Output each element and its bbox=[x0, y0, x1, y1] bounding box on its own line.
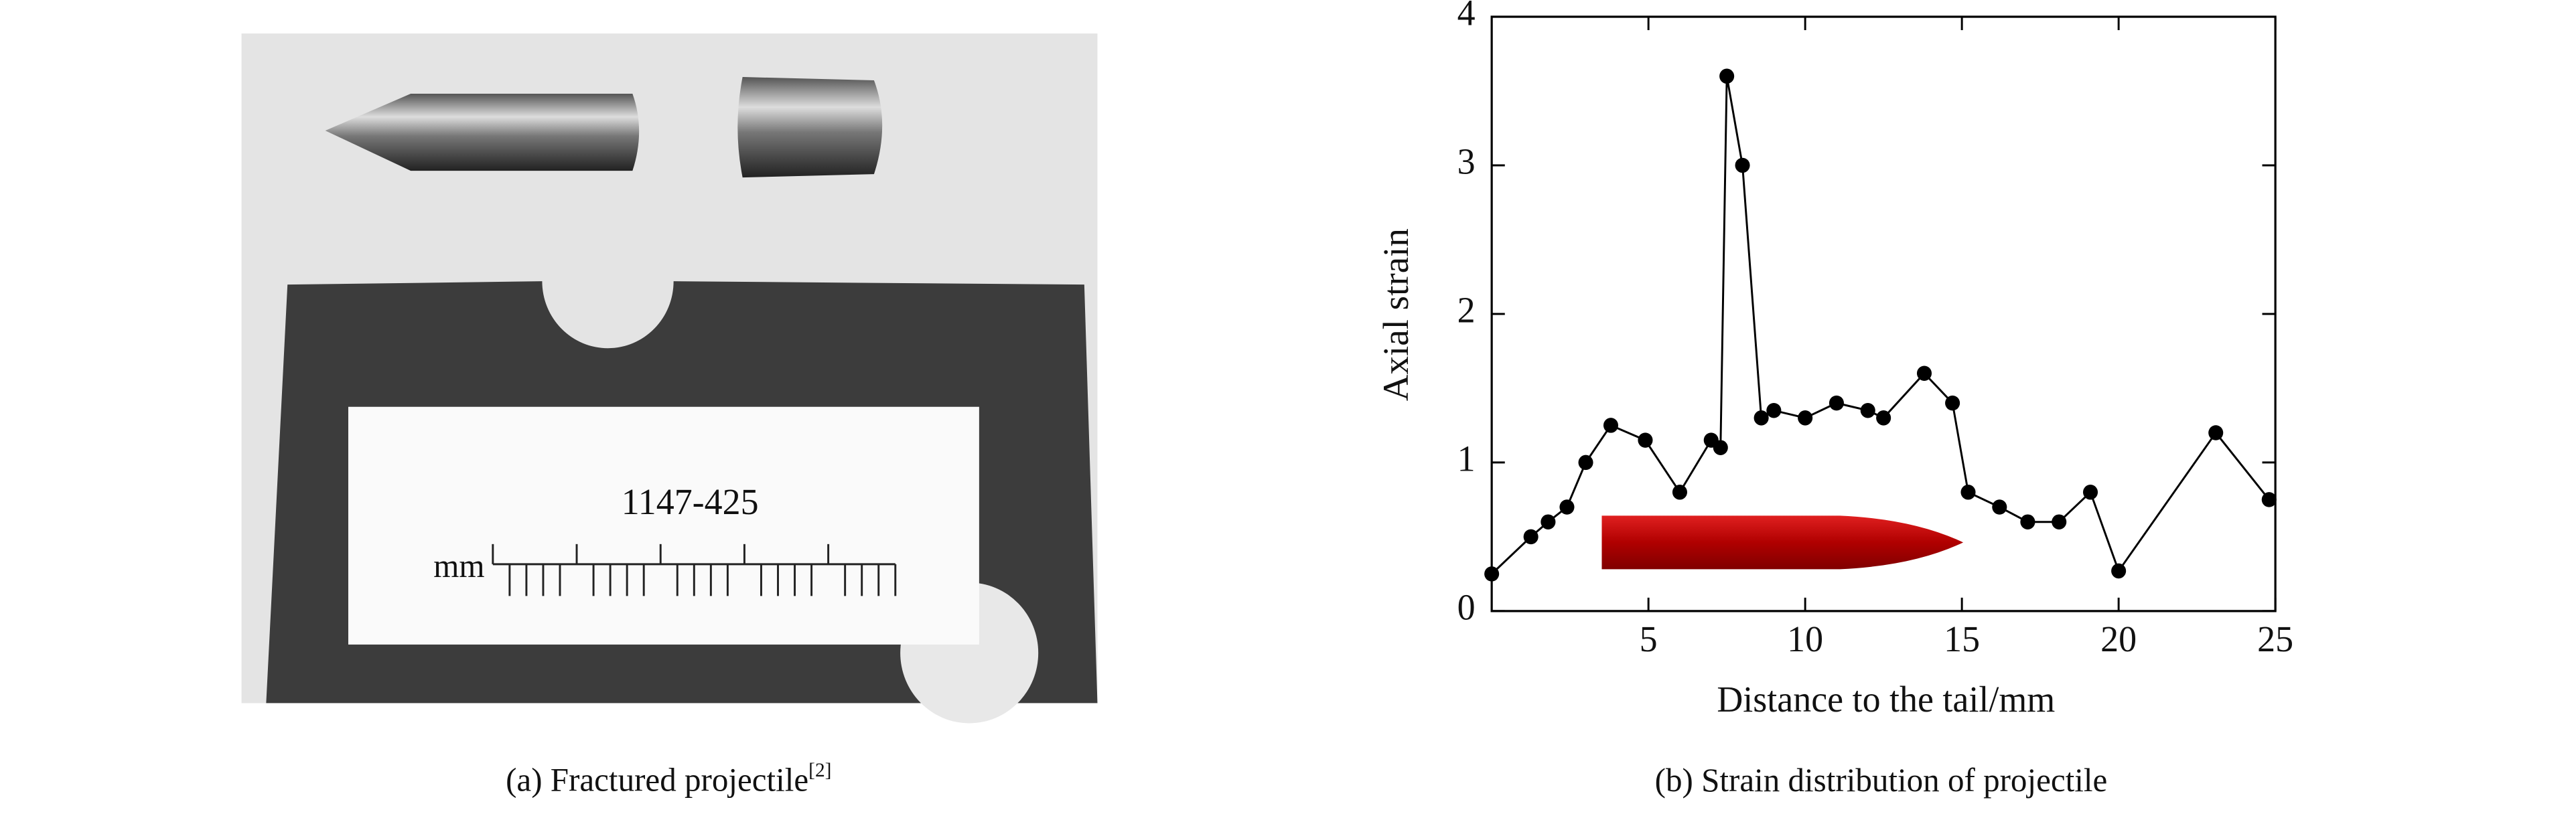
data-point bbox=[2052, 514, 2067, 529]
data-point bbox=[1603, 418, 1619, 433]
data-point bbox=[1523, 529, 1539, 545]
data-point bbox=[2261, 492, 2277, 507]
data-point bbox=[2208, 425, 2224, 440]
photo: 1147-425 mm (a) Fractured projectile[2] bbox=[241, 33, 1098, 799]
x-axis-label: Distance to the tail/mm bbox=[1717, 679, 2055, 720]
x-tick-label: 20 bbox=[2100, 619, 2137, 660]
data-point bbox=[1719, 68, 1735, 84]
data-point bbox=[1876, 410, 1891, 426]
x-tick-label: 10 bbox=[1787, 619, 1823, 660]
data-point bbox=[1484, 566, 1500, 582]
y-tick-label: 2 bbox=[1457, 289, 1476, 331]
data-point bbox=[1754, 410, 1769, 426]
caption-ref: [2] bbox=[808, 760, 831, 781]
y-tick-label: 1 bbox=[1457, 438, 1476, 479]
data-point bbox=[2082, 485, 2098, 500]
caption-text: (a) Fractured projectile bbox=[506, 762, 808, 799]
data-point bbox=[2111, 563, 2127, 579]
x-tick-label: 15 bbox=[1944, 619, 1980, 660]
specimen-label: 1147-425 bbox=[622, 481, 759, 522]
label-card bbox=[348, 406, 979, 645]
x-tick-label: 25 bbox=[2257, 619, 2293, 660]
data-point bbox=[1860, 402, 1875, 418]
projectile-tip bbox=[325, 94, 640, 171]
ruler bbox=[492, 544, 897, 596]
y-tick-label: 0 bbox=[1457, 586, 1476, 628]
data-point bbox=[1829, 395, 1844, 411]
projectile-tail bbox=[737, 77, 883, 178]
data-point bbox=[1735, 157, 1750, 173]
y-axis-label: Axial strain bbox=[1376, 228, 1416, 401]
x-tick-label: 5 bbox=[1640, 619, 1658, 660]
data-point bbox=[1960, 485, 1976, 500]
data-point bbox=[1798, 410, 1813, 426]
data-point bbox=[2020, 514, 2035, 529]
ruler-unit: mm bbox=[433, 547, 484, 584]
y-tick-label: 4 bbox=[1457, 0, 1476, 33]
data-line bbox=[1491, 76, 2270, 575]
y-tick-label: 3 bbox=[1457, 141, 1476, 182]
data-point bbox=[1992, 499, 2007, 515]
projectile-diagram bbox=[1601, 515, 1964, 570]
data-point bbox=[1945, 395, 1960, 411]
data-point bbox=[1766, 402, 1782, 418]
data-point bbox=[1638, 432, 1653, 448]
caption-b: (b) Strain distribution of projectile bbox=[1655, 762, 2108, 799]
data-point bbox=[1713, 440, 1728, 455]
data-point bbox=[1578, 455, 1593, 471]
data-point bbox=[1541, 514, 1556, 529]
data-point bbox=[1672, 485, 1687, 500]
data-point bbox=[1916, 365, 1932, 381]
data-point bbox=[1559, 499, 1575, 515]
caption-a: (a) Fractured projectile[2] bbox=[506, 760, 831, 799]
